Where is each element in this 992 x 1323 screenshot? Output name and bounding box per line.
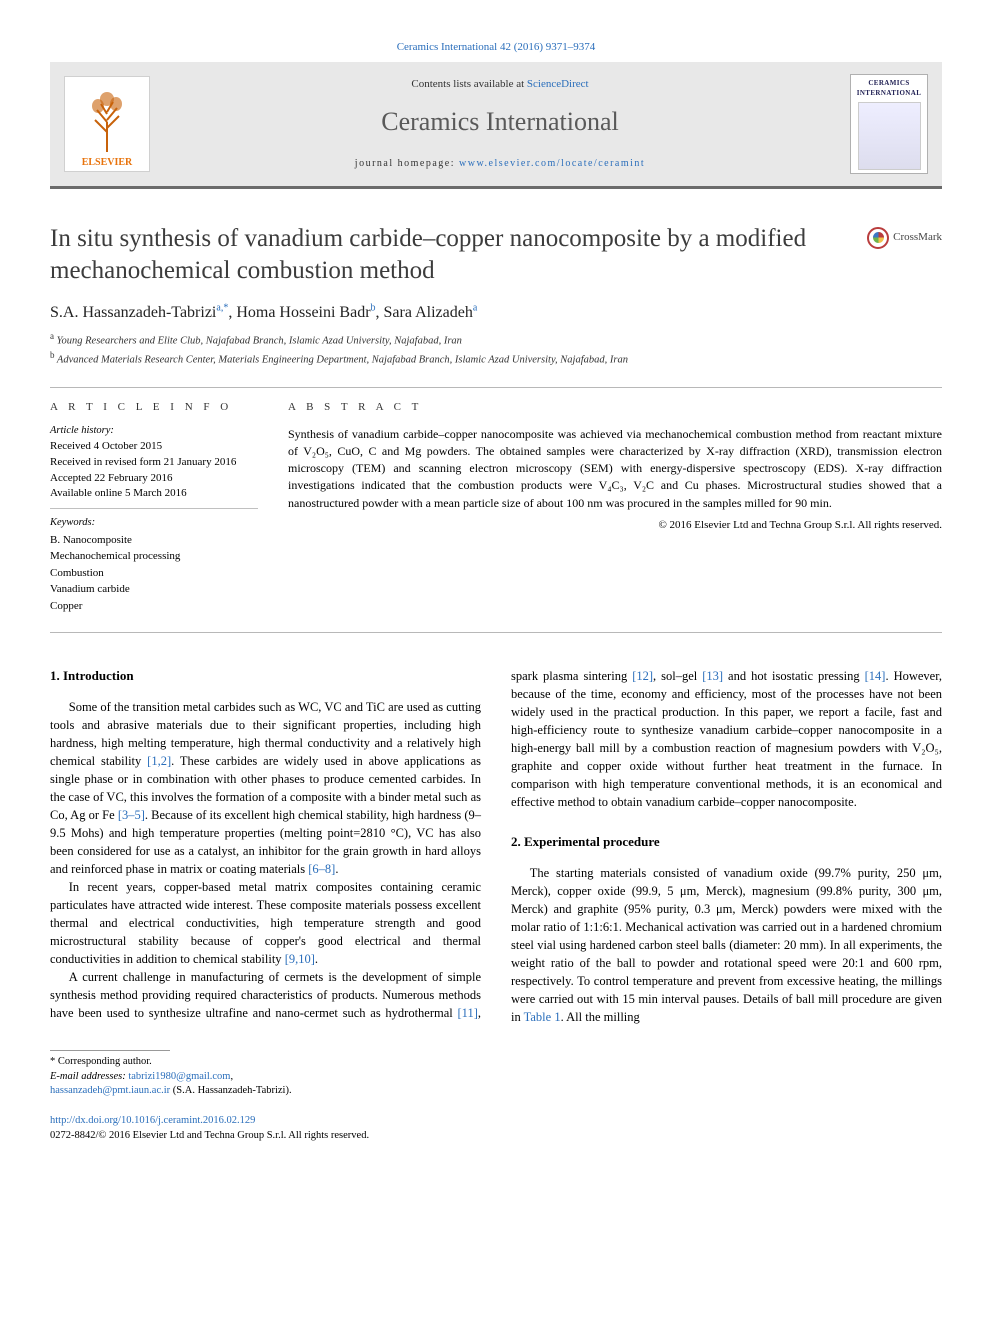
author-1: S.A. Hassanzadeh-Tabrizi	[50, 304, 216, 321]
abstract-copyright: © 2016 Elsevier Ltd and Techna Group S.r…	[288, 518, 942, 534]
crossmark-icon	[867, 227, 889, 249]
keyword-0: B. Nanocomposite	[50, 532, 258, 549]
sciencedirect-link[interactable]: ScienceDirect	[527, 78, 589, 90]
ref-12[interactable]: [12]	[632, 669, 653, 683]
ref-6-8[interactable]: [6–8]	[308, 862, 335, 876]
article-title: In situ synthesis of vanadium carbide–co…	[50, 223, 855, 287]
journal-cover-thumb	[858, 102, 921, 170]
section-2-heading: 2. Experimental procedure	[511, 833, 942, 852]
email-line: E-mail addresses: tabrizi1980@gmail.com,	[50, 1070, 942, 1085]
article-info-heading: A R T I C L E I N F O	[50, 400, 258, 416]
doi-block: http://dx.doi.org/10.1016/j.ceramint.201…	[50, 1113, 942, 1143]
ref-1-2[interactable]: [1,2]	[147, 754, 171, 768]
history-received: Received 4 October 2015	[50, 439, 258, 455]
keyword-1: Mechanochemical processing	[50, 548, 258, 565]
citation-link[interactable]: Ceramics International 42 (2016) 9371–93…	[397, 41, 596, 53]
email-line-2: hassanzadeh@pmt.iaun.ac.ir (S.A. Hassanz…	[50, 1084, 942, 1099]
history-accepted: Accepted 22 February 2016	[50, 471, 258, 487]
header-center: Contents lists available at ScienceDirec…	[150, 77, 850, 171]
history-revised: Received in revised form 21 January 2016	[50, 455, 258, 471]
author-3-sup: a	[473, 303, 477, 314]
author-2-sup: b	[371, 303, 376, 314]
author-2: Homa Hosseini Badr	[236, 304, 370, 321]
section-1-heading: 1. Introduction	[50, 667, 481, 686]
abstract-text: Synthesis of vanadium carbide–copper nan…	[288, 426, 942, 512]
elsevier-logo: ELSEVIER	[64, 76, 150, 172]
crossmark-label: CrossMark	[893, 230, 942, 246]
ref-13[interactable]: [13]	[702, 669, 723, 683]
ref-14[interactable]: [14]	[865, 669, 886, 683]
homepage-link[interactable]: www.elsevier.com/locate/ceramint	[459, 158, 645, 169]
affil-b: Advanced Materials Research Center, Mate…	[55, 355, 628, 366]
journal-name: Ceramics International	[150, 103, 850, 141]
intro-para-2: In recent years, copper-based metal matr…	[50, 878, 481, 968]
divider-top	[50, 387, 942, 388]
body-two-columns: 1. Introduction Some of the transition m…	[50, 667, 942, 1026]
author-3: Sara Alizadeh	[384, 304, 473, 321]
article-info-column: A R T I C L E I N F O Article history: R…	[50, 400, 258, 615]
keyword-3: Vanadium carbide	[50, 581, 258, 598]
journal-header-bar: ELSEVIER Contents lists available at Sci…	[50, 62, 942, 189]
email-1[interactable]: tabrizi1980@gmail.com	[128, 1071, 230, 1082]
ref-3-5[interactable]: [3–5]	[118, 808, 145, 822]
authors-line: S.A. Hassanzadeh-Tabrizia,*, Homa Hossei…	[50, 301, 942, 324]
journal-cover-title: CERAMICS INTERNATIONAL	[854, 78, 924, 98]
corresponding-author: * Corresponding author.	[50, 1055, 942, 1070]
affil-a: Young Researchers and Elite Club, Najafa…	[54, 336, 462, 347]
elsevier-label: ELSEVIER	[82, 156, 133, 171]
abstract-heading: A B S T R A C T	[288, 400, 942, 416]
divider-bottom	[50, 632, 942, 633]
keyword-4: Copper	[50, 598, 258, 615]
author-1-sup: a,*	[216, 303, 228, 314]
journal-cover: CERAMICS INTERNATIONAL	[850, 74, 928, 174]
footnote-separator	[50, 1050, 170, 1051]
contents-line: Contents lists available at ScienceDirec…	[150, 77, 850, 93]
contents-prefix: Contents lists available at	[411, 78, 526, 90]
email-2[interactable]: hassanzadeh@pmt.iaun.ac.ir	[50, 1085, 170, 1096]
email-owner: (S.A. Hassanzadeh-Tabrizi).	[170, 1085, 291, 1096]
intro-para-1: Some of the transition metal carbides su…	[50, 698, 481, 878]
homepage-prefix: journal homepage:	[355, 158, 459, 169]
keyword-2: Combustion	[50, 565, 258, 582]
homepage-line: journal homepage: www.elsevier.com/locat…	[150, 157, 850, 172]
ref-table-1[interactable]: Table 1	[524, 1010, 561, 1024]
ref-11[interactable]: [11]	[458, 1006, 478, 1020]
ref-9-10[interactable]: [9,10]	[285, 952, 315, 966]
doi-link[interactable]: http://dx.doi.org/10.1016/j.ceramint.201…	[50, 1115, 255, 1126]
history-label: Article history:	[50, 424, 258, 439]
keywords-label: Keywords:	[50, 515, 258, 531]
crossmark-badge[interactable]: CrossMark	[867, 227, 942, 249]
abstract-column: A B S T R A C T Synthesis of vanadium ca…	[288, 400, 942, 615]
affiliations: a Young Researchers and Elite Club, Naja…	[50, 330, 942, 369]
footnotes: * Corresponding author. E-mail addresses…	[50, 1055, 942, 1099]
citation-header: Ceramics International 42 (2016) 9371–93…	[50, 40, 942, 56]
history-online: Available online 5 March 2016	[50, 486, 258, 502]
issn-line: 0272-8842/© 2016 Elsevier Ltd and Techna…	[50, 1128, 942, 1143]
elsevier-tree-icon	[77, 92, 137, 156]
email-label: E-mail addresses:	[50, 1071, 128, 1082]
exp-para-1: The starting materials consisted of vana…	[511, 864, 942, 1026]
